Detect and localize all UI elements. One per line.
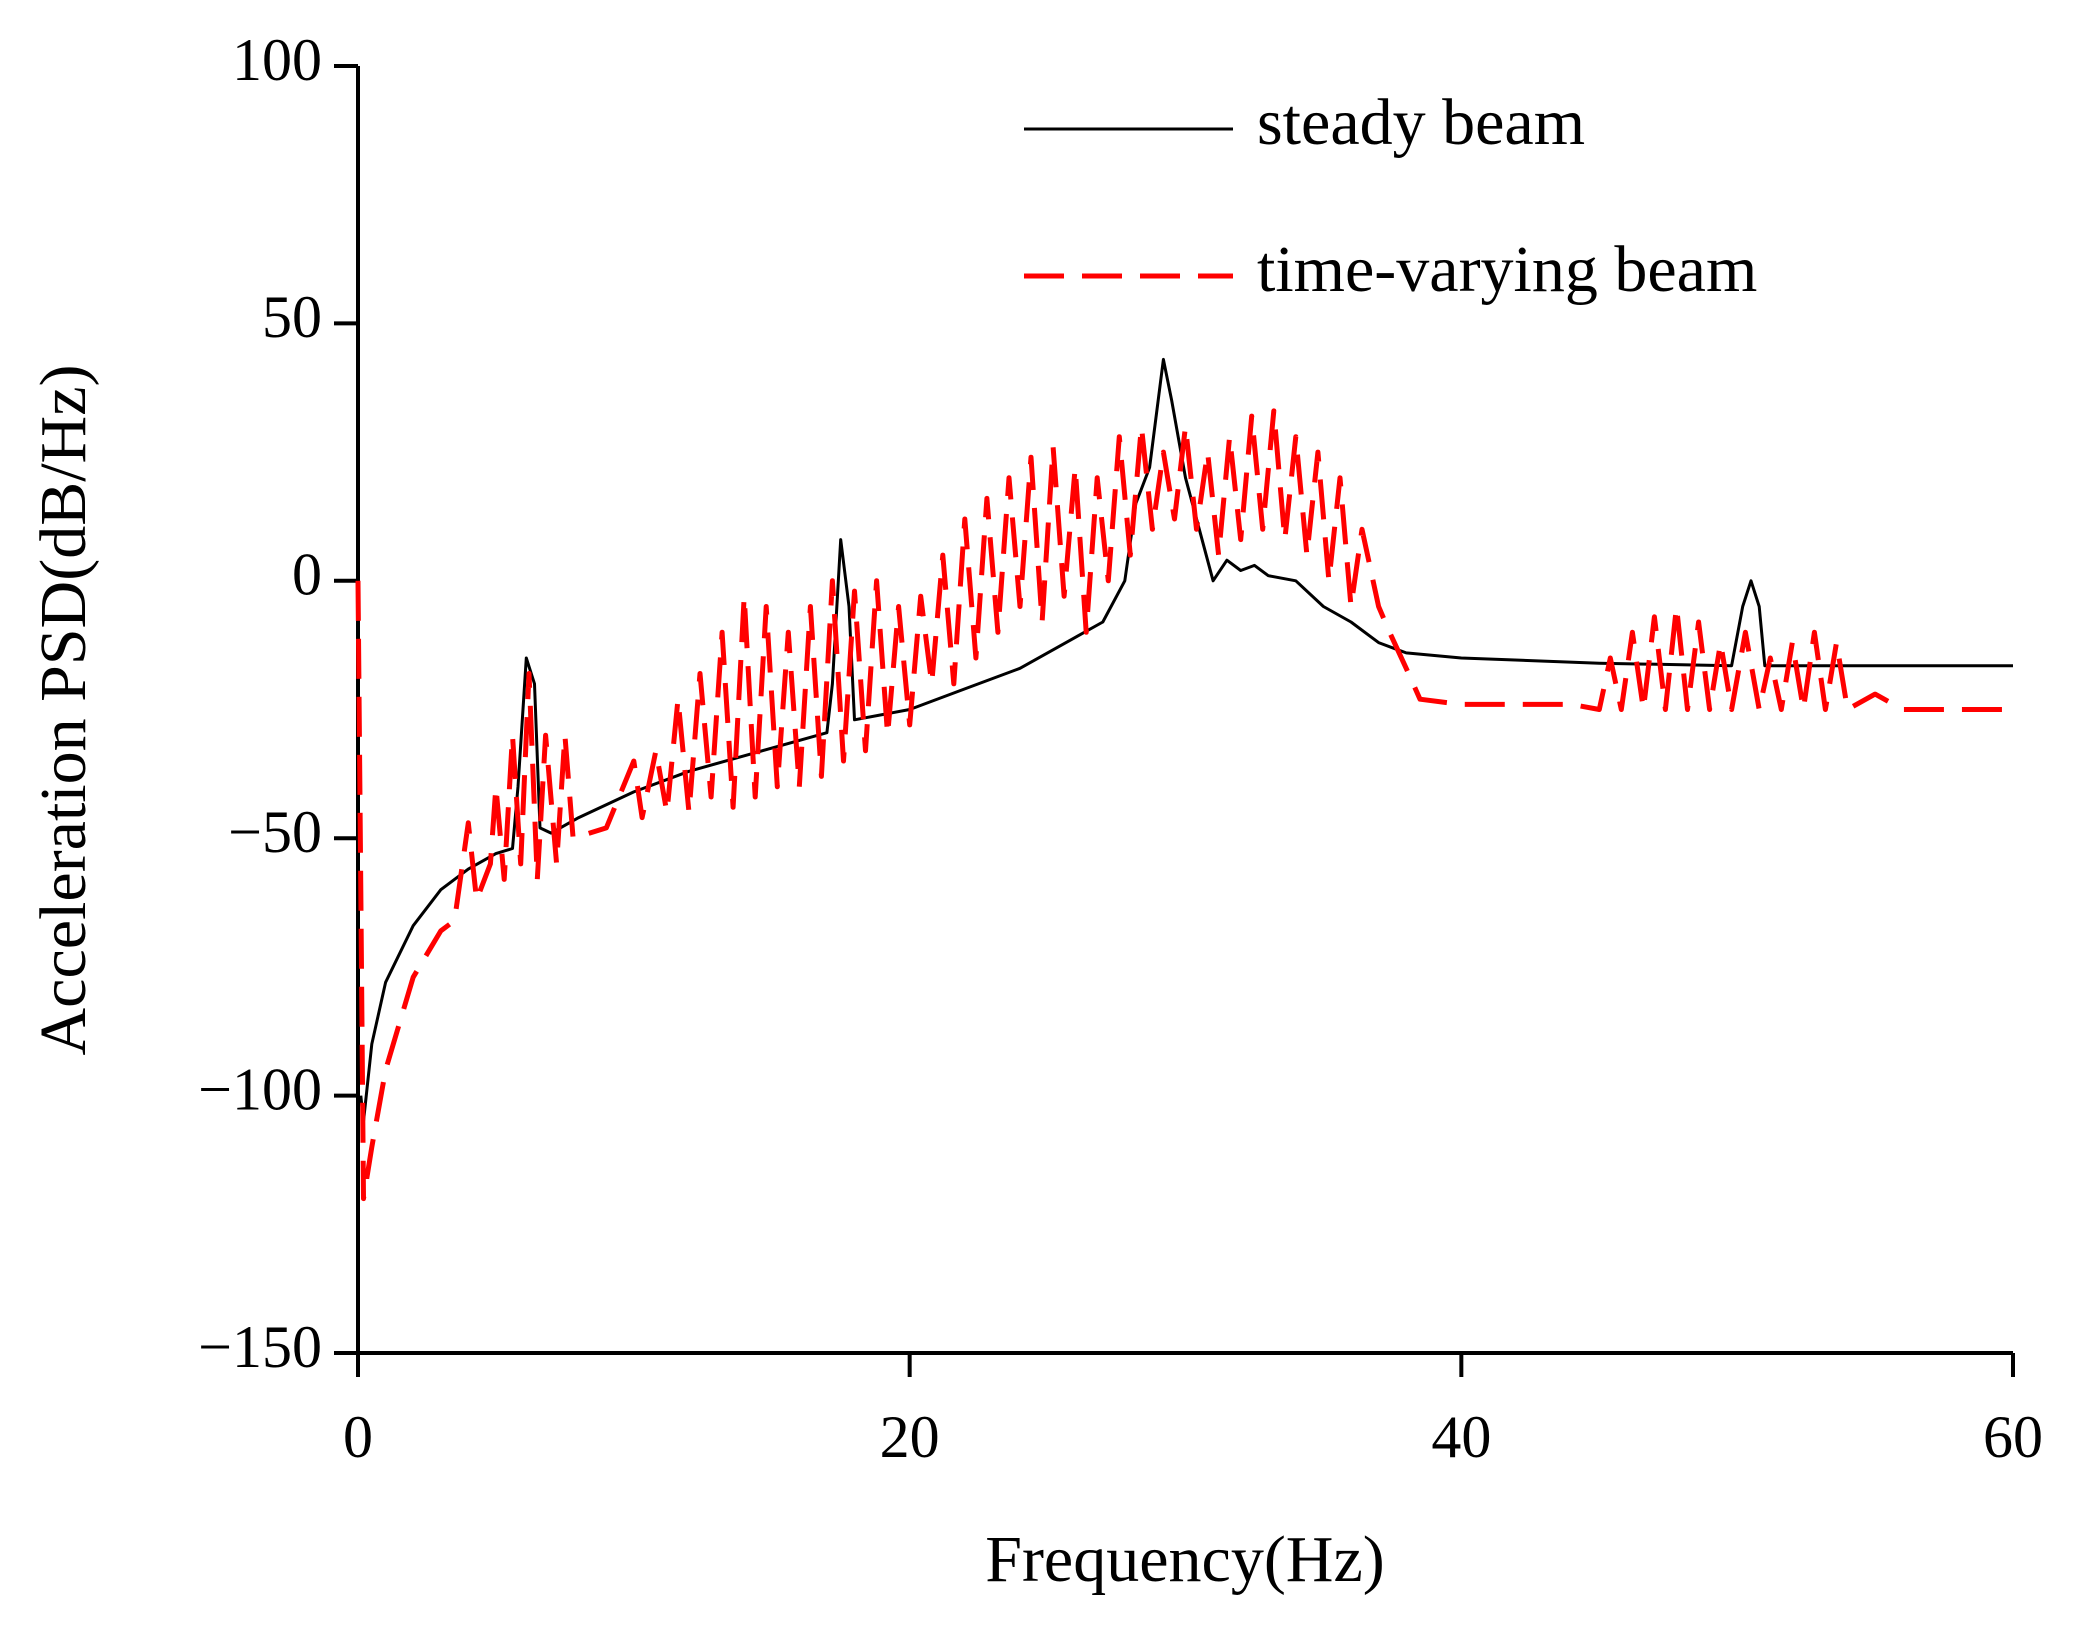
y-tick-label: −50 (228, 799, 322, 865)
series-line (359, 357, 2013, 1123)
legend-label: time-varying beam (1257, 233, 1757, 306)
y-axis-title: Acceleration PSD(dB/Hz) (27, 365, 100, 1056)
y-tick-label: 50 (262, 284, 322, 350)
x-axis-title: Frequency(Hz) (985, 1523, 1384, 1596)
y-tick-label: −150 (198, 1314, 322, 1380)
legend-label: steady beam (1257, 86, 1585, 159)
y-tick-label: 100 (232, 27, 322, 93)
y-tick-label: −100 (198, 1056, 322, 1122)
x-tick-label: 60 (1983, 1404, 2043, 1470)
x-tick-label: 0 (343, 1404, 373, 1470)
series-line (355, 408, 2013, 1202)
x-tick-label: 20 (880, 1404, 940, 1470)
y-tick-label: 0 (292, 542, 322, 608)
x-tick-label: 40 (1431, 1404, 1491, 1470)
